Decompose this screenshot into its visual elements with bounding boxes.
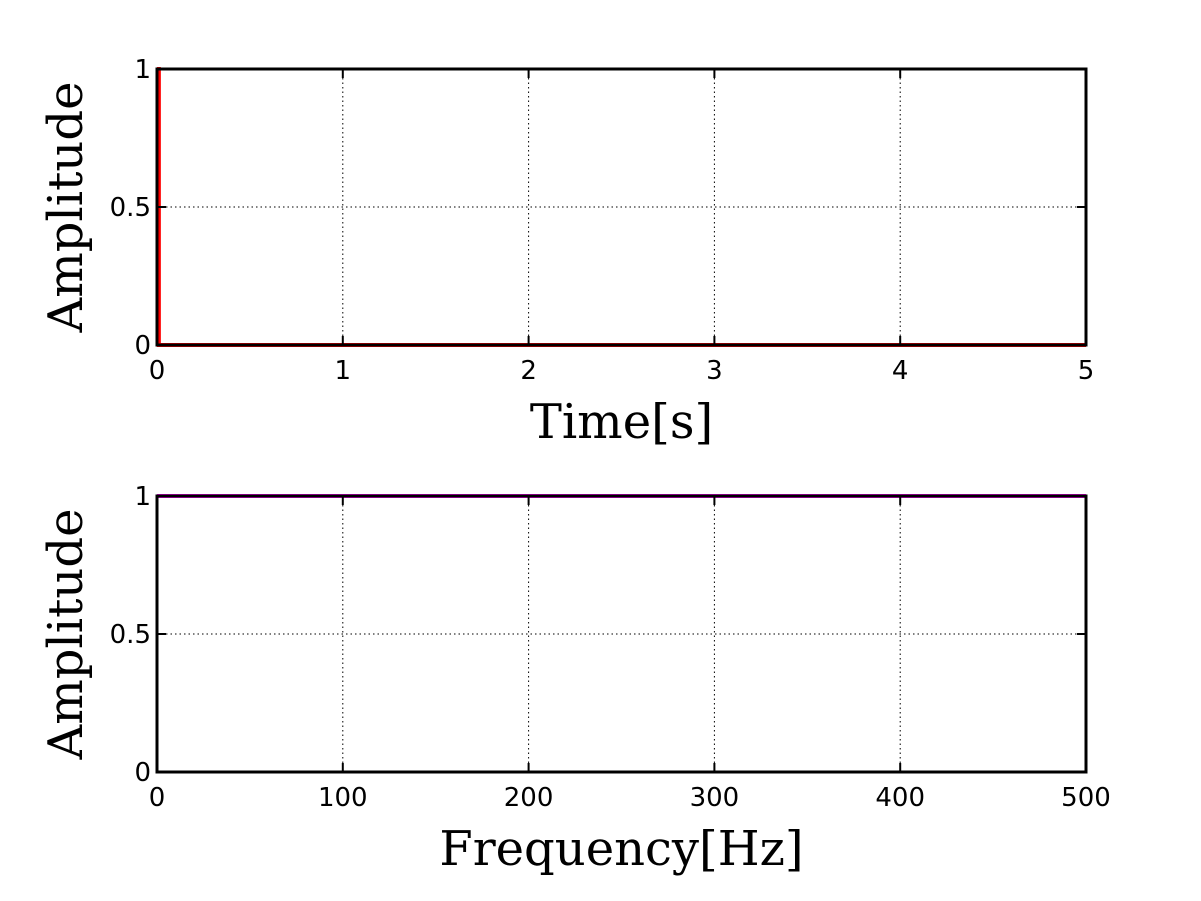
axes-frame [155, 67, 1088, 347]
frequency-domain-chart: 0 100 200 300 400 500 0 0.5 1 Frequency[Hz] Amplit… [38, 482, 1111, 877]
y-tick-label: 0.5 [110, 620, 151, 650]
x-tick-label: 2 [520, 356, 537, 386]
x-axis-title: Frequency[Hz] [439, 821, 803, 877]
y-tick-label: 1 [134, 482, 151, 512]
x-tick-label: 3 [706, 356, 723, 386]
x-tick-label: 300 [690, 783, 740, 813]
x-tick-label: 5 [1078, 356, 1095, 386]
time-domain-chart: 0 1 2 3 4 5 0 0.5 1 Time[s] Amplitude [38, 55, 1094, 450]
y-tick-label: 0.5 [110, 193, 151, 223]
y-tick-label: 0 [134, 331, 151, 361]
x-tick-label: 1 [335, 356, 352, 386]
y-axis-title: Amplitude [38, 509, 94, 761]
y-axis-title: Amplitude [38, 82, 94, 334]
x-tick-label: 500 [1061, 783, 1111, 813]
x-tick-label: 4 [892, 356, 909, 386]
x-tick-label: 0 [149, 783, 166, 813]
y-tick-label: 1 [134, 55, 151, 85]
x-tick-label: 200 [504, 783, 554, 813]
x-tick-label: 100 [318, 783, 368, 813]
x-axis-title: Time[s] [530, 394, 713, 450]
y-tick-label: 0 [134, 758, 151, 788]
axes-frame [155, 494, 1088, 774]
x-tick-label: 400 [875, 783, 925, 813]
x-tick-label: 0 [149, 356, 166, 386]
